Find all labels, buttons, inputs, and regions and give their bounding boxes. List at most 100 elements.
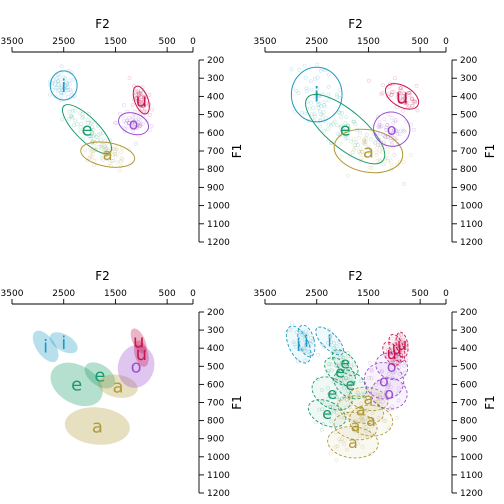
data-point bbox=[354, 421, 359, 426]
data-point bbox=[369, 367, 374, 372]
data-point bbox=[302, 349, 307, 353]
y-tick-label: 900 bbox=[207, 435, 224, 445]
vowel-ellipse-o bbox=[370, 377, 408, 410]
y-tick-label: 300 bbox=[207, 326, 224, 336]
data-point bbox=[322, 344, 327, 349]
data-point bbox=[390, 140, 395, 145]
x-axis-title: F2 bbox=[348, 17, 363, 31]
data-point bbox=[345, 136, 350, 141]
data-point bbox=[382, 117, 387, 122]
data-point bbox=[398, 88, 403, 93]
data-point bbox=[379, 124, 384, 128]
vowel-label-u: u bbox=[397, 335, 407, 354]
data-point bbox=[361, 423, 366, 428]
data-point bbox=[341, 128, 346, 133]
data-point bbox=[134, 118, 139, 123]
data-point bbox=[396, 361, 401, 366]
data-point bbox=[352, 147, 357, 152]
data-point bbox=[374, 150, 379, 155]
data-point bbox=[379, 378, 384, 383]
data-point bbox=[342, 385, 347, 390]
data-point bbox=[64, 85, 69, 90]
data-point bbox=[384, 127, 389, 132]
data-point bbox=[109, 158, 114, 163]
data-point bbox=[308, 351, 313, 356]
data-point bbox=[398, 359, 403, 363]
data-point bbox=[127, 76, 132, 80]
data-point bbox=[90, 131, 94, 136]
data-point bbox=[63, 76, 68, 81]
data-point bbox=[358, 158, 363, 163]
data-point bbox=[60, 84, 65, 89]
vowel-ellipse-a bbox=[337, 395, 385, 425]
data-point bbox=[355, 143, 360, 148]
data-point bbox=[69, 114, 73, 119]
data-point bbox=[80, 112, 85, 116]
vowel-ellipse-a bbox=[80, 141, 136, 168]
data-point bbox=[362, 138, 367, 143]
data-point bbox=[379, 141, 384, 145]
data-point bbox=[122, 103, 126, 108]
data-point bbox=[385, 384, 390, 389]
data-point bbox=[385, 387, 390, 392]
vowel-label-e: e bbox=[322, 404, 332, 423]
data-point bbox=[138, 118, 143, 123]
data-point bbox=[99, 142, 104, 147]
data-point bbox=[104, 146, 109, 150]
data-point bbox=[367, 361, 372, 365]
y-tick-label: 400 bbox=[207, 92, 224, 102]
data-point bbox=[369, 149, 373, 153]
data-point bbox=[113, 154, 118, 159]
data-point bbox=[328, 362, 333, 367]
data-point bbox=[308, 335, 313, 340]
data-point bbox=[386, 354, 391, 359]
data-point bbox=[96, 145, 101, 149]
data-point bbox=[335, 444, 340, 449]
data-point bbox=[353, 422, 358, 426]
data-point bbox=[344, 376, 348, 381]
data-point bbox=[402, 340, 407, 345]
data-point bbox=[307, 341, 312, 345]
data-point bbox=[369, 376, 374, 381]
data-point bbox=[385, 94, 390, 99]
data-point bbox=[53, 94, 58, 99]
data-point bbox=[396, 398, 401, 403]
data-point bbox=[330, 405, 335, 410]
data-point bbox=[90, 151, 95, 156]
data-point bbox=[362, 137, 367, 142]
data-point bbox=[92, 163, 97, 168]
data-point bbox=[360, 149, 365, 154]
vowel-ellipse-e bbox=[324, 357, 356, 387]
y-tick-label: 400 bbox=[460, 344, 477, 354]
data-point bbox=[392, 137, 397, 142]
vowel-ellipse-e bbox=[305, 94, 386, 165]
data-point bbox=[78, 111, 83, 116]
data-point bbox=[393, 369, 398, 374]
data-point bbox=[317, 407, 322, 412]
data-point bbox=[299, 329, 304, 334]
vowel-ellipse-o bbox=[373, 111, 411, 147]
data-point bbox=[139, 95, 143, 99]
data-point bbox=[408, 153, 413, 158]
data-point bbox=[333, 393, 337, 398]
data-point bbox=[323, 414, 328, 419]
data-point bbox=[363, 139, 368, 144]
data-point bbox=[68, 87, 73, 92]
data-point bbox=[59, 90, 64, 95]
data-point bbox=[349, 382, 354, 387]
data-point bbox=[391, 358, 396, 363]
data-point bbox=[93, 148, 98, 152]
data-point bbox=[140, 122, 145, 126]
data-point bbox=[376, 114, 380, 119]
data-point bbox=[140, 104, 145, 109]
data-point bbox=[136, 120, 141, 124]
data-point bbox=[394, 352, 399, 357]
data-point bbox=[301, 346, 306, 351]
data-point bbox=[124, 119, 129, 123]
data-point bbox=[360, 444, 365, 449]
data-point bbox=[304, 329, 308, 334]
data-point bbox=[331, 408, 336, 413]
vowel-ellipse-i bbox=[32, 330, 59, 363]
data-point bbox=[312, 77, 317, 81]
data-point bbox=[126, 120, 131, 125]
